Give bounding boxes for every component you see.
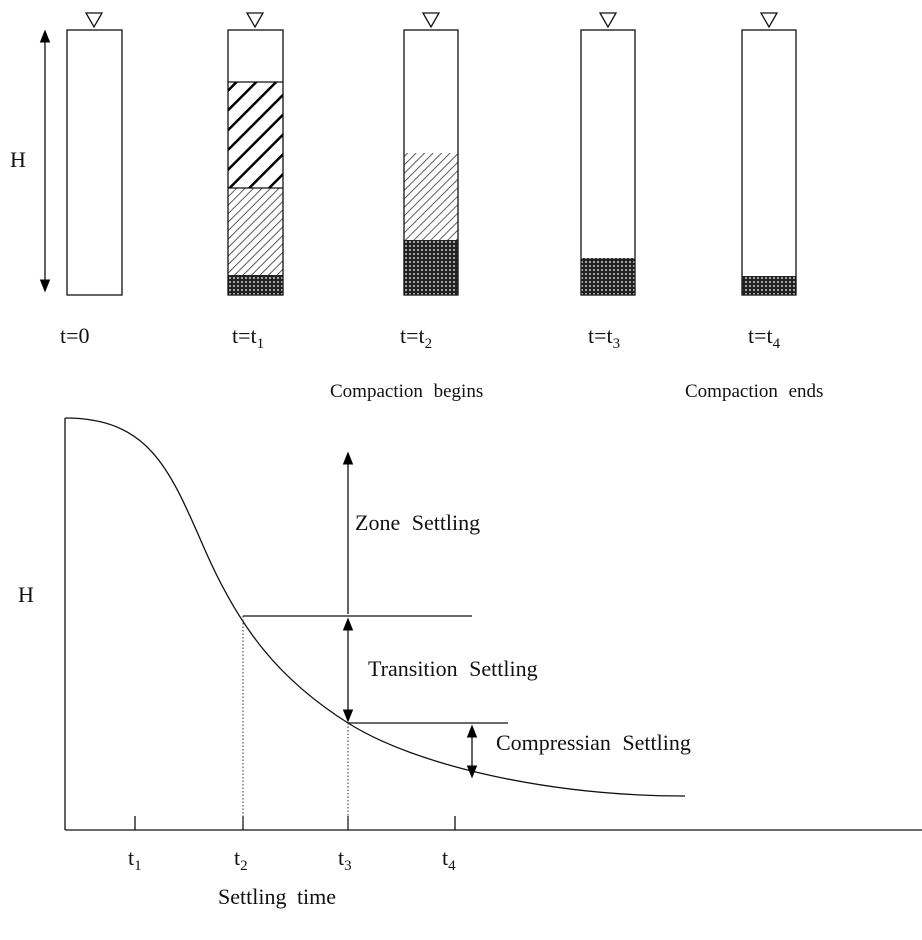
label-text: t=t bbox=[748, 323, 773, 348]
tick-label: t1 bbox=[128, 845, 142, 874]
label-text: t=t bbox=[232, 323, 257, 348]
zone-label: Zone Settling bbox=[355, 510, 480, 535]
label-text: t=0 bbox=[60, 323, 90, 348]
label-text: t bbox=[442, 845, 448, 870]
zone-layer bbox=[228, 82, 283, 188]
subscript: 2 bbox=[240, 858, 248, 874]
transition-layer bbox=[404, 153, 458, 240]
subscript: 4 bbox=[448, 858, 456, 874]
compression-layer bbox=[742, 276, 796, 295]
height-label: H bbox=[10, 147, 26, 172]
column-label: t=t4 bbox=[748, 323, 781, 352]
subscript: 3 bbox=[613, 336, 621, 352]
water-surface bbox=[84, 12, 779, 29]
column-label: t=t1 bbox=[232, 323, 264, 352]
column bbox=[580, 29, 636, 296]
graph: H Zone Settling Transition Settling Comp… bbox=[18, 417, 922, 909]
column-note: Compaction ends bbox=[685, 381, 823, 402]
tick-marks bbox=[134, 816, 456, 830]
columns: H t=0 t=t1 t=t2 t=t3 t=t4 Compaction beg… bbox=[10, 12, 823, 402]
x-label: Settling time bbox=[218, 884, 336, 909]
tick-label: t3 bbox=[338, 845, 352, 874]
compression-layer bbox=[228, 275, 283, 295]
column bbox=[66, 29, 123, 296]
zone-label: Transition Settling bbox=[368, 656, 538, 681]
label-text: t=t bbox=[400, 323, 425, 348]
label-text: t bbox=[128, 845, 134, 870]
zone-label: Compressian Settling bbox=[496, 730, 691, 755]
compression-layer bbox=[581, 258, 635, 295]
column bbox=[403, 29, 459, 296]
subscript: 1 bbox=[257, 336, 265, 352]
column-label: t=0 bbox=[60, 323, 90, 348]
subscript: 3 bbox=[344, 858, 352, 874]
subscript: 4 bbox=[773, 336, 781, 352]
column bbox=[741, 29, 797, 296]
column bbox=[227, 29, 284, 296]
label-text: t bbox=[234, 845, 240, 870]
compression-layer bbox=[404, 240, 458, 295]
label-text: t bbox=[338, 845, 344, 870]
y-label: H bbox=[18, 582, 34, 607]
column-label: t=t3 bbox=[588, 323, 620, 352]
tick-label: t2 bbox=[234, 845, 248, 874]
subscript: 1 bbox=[134, 858, 142, 874]
transition-layer bbox=[228, 188, 283, 275]
column-label: t=t2 bbox=[400, 323, 432, 352]
subscript: 2 bbox=[425, 336, 433, 352]
settling-curve bbox=[64, 417, 686, 797]
label-text: t=t bbox=[588, 323, 613, 348]
tick-label: t4 bbox=[442, 845, 456, 874]
column-note: Compaction begins bbox=[330, 381, 483, 402]
